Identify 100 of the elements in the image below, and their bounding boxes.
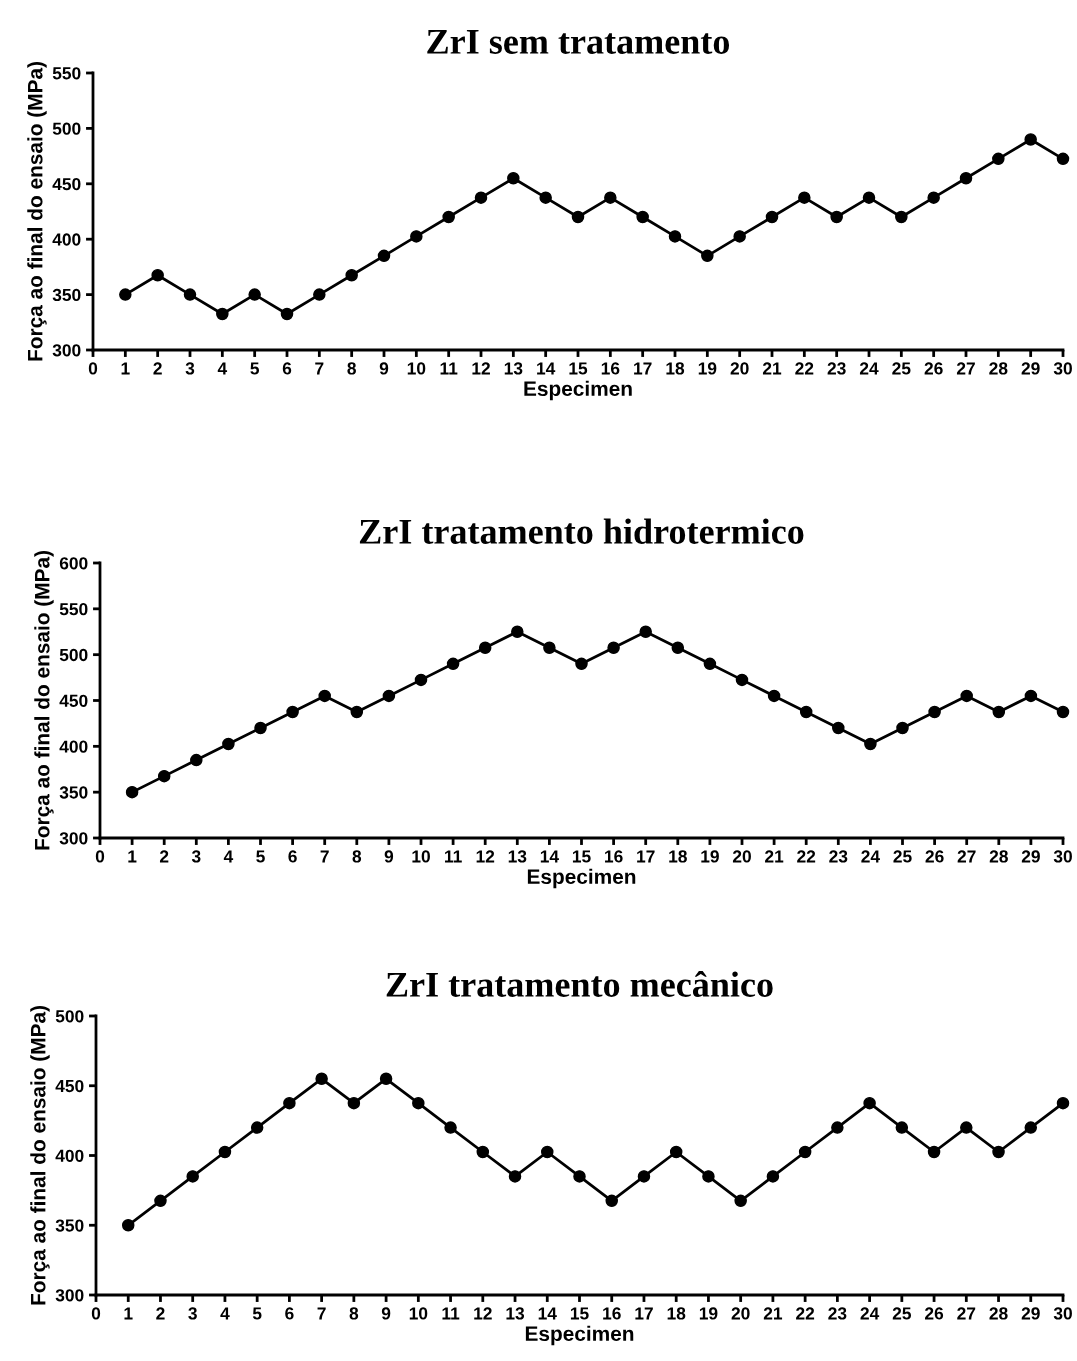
x-tick-label: 8 <box>349 1307 359 1320</box>
x-tick-label: 29 <box>1021 850 1040 863</box>
y-tick-label: 400 <box>55 1149 84 1162</box>
point <box>1024 133 1037 146</box>
point <box>896 721 909 735</box>
point <box>895 1121 909 1134</box>
y-tick-label: 350 <box>59 786 88 799</box>
y-tick-label: 300 <box>52 344 81 357</box>
point <box>735 673 749 687</box>
point <box>992 1145 1005 1159</box>
point <box>476 1145 490 1159</box>
point <box>830 210 843 224</box>
x-tick-label: 16 <box>601 362 620 375</box>
chart-title: ZrI sem tratamento <box>427 29 730 54</box>
point <box>280 307 294 321</box>
x-axis-title: Especimen <box>527 868 636 889</box>
x-tick-label: 7 <box>320 850 329 863</box>
x-tick-label: 4 <box>223 850 234 863</box>
x-tick-label: 17 <box>637 850 655 863</box>
point <box>347 1096 361 1110</box>
x-tick-label: 14 <box>540 850 559 863</box>
x-tick-label: 20 <box>731 1307 750 1320</box>
y-tick-label: 600 <box>59 557 88 570</box>
x-tick-label: 14 <box>537 362 556 375</box>
x-tick-label: 9 <box>384 850 394 863</box>
point <box>119 288 132 301</box>
x-tick-label: 12 <box>474 1307 492 1320</box>
x-tick-label: 10 <box>412 850 430 863</box>
x-tick-label: 1 <box>128 850 137 863</box>
x-tick-label: 27 <box>956 362 975 375</box>
point <box>283 1096 296 1110</box>
point <box>478 641 492 655</box>
point <box>798 1145 812 1159</box>
point <box>571 210 585 224</box>
y-tick-label: 450 <box>52 177 81 191</box>
x-axis-title: Especimen <box>525 1325 634 1346</box>
x-tick-label: 21 <box>765 850 784 863</box>
point <box>154 1194 167 1208</box>
point <box>511 625 524 639</box>
x-tick-label: 22 <box>796 1307 815 1320</box>
point <box>832 721 845 735</box>
point <box>960 1121 973 1134</box>
x-tick-label: 3 <box>185 362 195 375</box>
y-tick-label: 350 <box>52 288 81 302</box>
y-axis-title: Força ao final do ensaio (MPa) <box>27 62 47 361</box>
point <box>960 689 973 703</box>
point <box>864 737 877 751</box>
x-tick-label: 27 <box>957 1307 976 1320</box>
x-tick-label: 25 <box>892 362 911 375</box>
x-tick-label: 28 <box>989 1307 1008 1320</box>
x-tick-label: 30 <box>1053 850 1072 863</box>
x-tick-label: 30 <box>1053 362 1072 375</box>
x-tick-label: 5 <box>252 1307 262 1320</box>
point <box>863 1096 876 1110</box>
x-tick-label: 29 <box>1021 362 1040 375</box>
point <box>1056 705 1070 719</box>
x-tick-label: 14 <box>538 1307 557 1320</box>
x-tick-label: 4 <box>217 362 228 375</box>
y-tick-label: 300 <box>59 832 88 845</box>
x-axis-title: Especimen <box>524 380 632 401</box>
point <box>313 288 326 301</box>
x-tick-label: 23 <box>828 1307 847 1320</box>
x-tick-label: 6 <box>285 1307 294 1320</box>
point <box>669 1145 683 1159</box>
x-tick-label: 15 <box>569 362 588 375</box>
x-tick-label: 21 <box>763 1307 783 1320</box>
x-tick-label: 1 <box>124 1307 133 1320</box>
x-tick-label: 21 <box>762 362 782 375</box>
y-tick-label: 550 <box>59 603 88 616</box>
x-tick-label: 5 <box>256 850 265 863</box>
point <box>410 230 423 243</box>
point <box>541 1145 554 1159</box>
point <box>121 1218 135 1232</box>
x-tick-label: 15 <box>572 850 591 863</box>
point <box>703 657 717 671</box>
y-axis-title: Força ao final do ensaio (MPa) <box>34 551 54 850</box>
y-tick-label: 500 <box>59 648 88 662</box>
point <box>151 268 164 282</box>
point <box>543 641 556 655</box>
x-tick-label: 18 <box>666 362 685 375</box>
point <box>671 641 685 655</box>
point <box>377 249 391 263</box>
x-tick-label: 11 <box>445 850 462 863</box>
point <box>318 689 331 703</box>
x-tick-label: 0 <box>95 850 105 863</box>
x-tick-label: 19 <box>699 1307 718 1320</box>
x-tick-label: 6 <box>288 850 297 863</box>
point <box>539 191 552 204</box>
point <box>767 689 781 703</box>
x-tick-label: 17 <box>634 362 652 375</box>
x-tick-label: 3 <box>188 1307 197 1320</box>
x-tick-label: 24 <box>859 362 879 375</box>
x-tick-label: 13 <box>504 362 523 375</box>
point <box>927 191 940 204</box>
x-tick-label: 8 <box>352 850 362 863</box>
point <box>382 689 396 703</box>
x-tick-label: 17 <box>635 1307 653 1320</box>
point <box>345 268 358 282</box>
point <box>927 1145 941 1159</box>
x-tick-label: 26 <box>925 1307 944 1320</box>
